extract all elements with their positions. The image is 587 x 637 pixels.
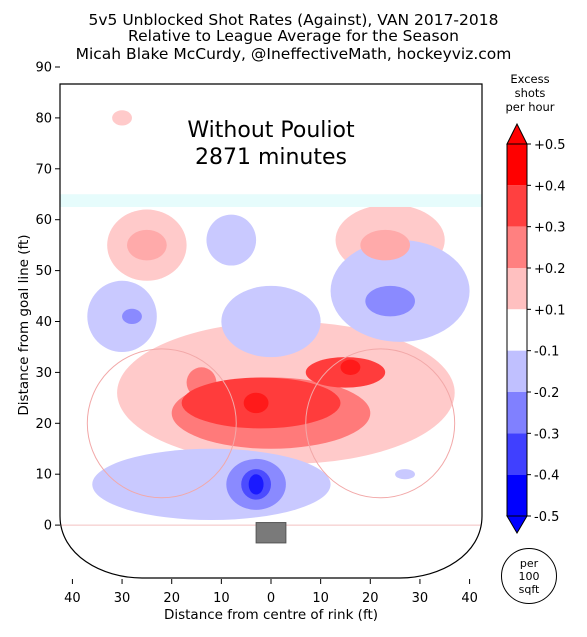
- colorbar-min-arrow: [506, 515, 528, 534]
- heatmap-region: [248, 474, 264, 495]
- y-tick-label: 80: [35, 111, 52, 126]
- x-tick-label: 10: [312, 591, 329, 606]
- colorbar-segment: [507, 226, 527, 268]
- units-badge-line-2: 100: [518, 569, 540, 583]
- rink-boundary: [59, 83, 483, 579]
- colorbar-tick-label: +0.2: [534, 262, 566, 277]
- colorbar-segment: [507, 268, 527, 310]
- colorbar-tick-label: -0.2: [534, 386, 559, 401]
- colorbar-segment: [507, 309, 527, 351]
- x-tick-label: 30: [114, 591, 131, 606]
- colorbar-tick-label: -0.4: [534, 469, 559, 484]
- x-tick-label: 20: [362, 591, 379, 606]
- colorbar-segment: [507, 185, 527, 227]
- title-line-2: Relative to League Average for the Seaso…: [128, 27, 459, 45]
- y-tick-label: 90: [35, 61, 52, 76]
- colorbar-segment: [507, 392, 527, 434]
- colorbar-tick-label: -0.1: [534, 345, 559, 360]
- heatmap-region: [221, 285, 321, 358]
- y-tick-label: 10: [35, 468, 52, 483]
- axes: 0 10 20 30 40 50 60 70 80 90 40 30 20 10 0 10 20 30 40: [35, 61, 477, 607]
- colorbar: +0.5 +0.4 +0.3 +0.2 +0.1 -0.1 -0.2 -0.3 -0.4 -0.5: [506, 122, 566, 534]
- colorbar-title-line-2: shots: [514, 86, 546, 100]
- red-line: [60, 70, 482, 75]
- units-badge-line-1: per: [519, 556, 539, 570]
- y-tick-label: 60: [35, 213, 52, 228]
- colorbar-segment: [507, 474, 527, 516]
- colorbar-outline: [506, 143, 528, 517]
- colorbar-segment: [507, 144, 527, 186]
- heatmap-region: [206, 214, 257, 266]
- heatmap-region: [340, 359, 361, 375]
- colorbar-max-arrow: [506, 122, 528, 145]
- heatmap-region: [122, 308, 142, 325]
- units-badge: per 100 sqft: [501, 548, 557, 604]
- colorbar-title-line-3: per hour: [505, 100, 555, 114]
- units-badge-line-3: sqft: [518, 582, 540, 596]
- heatmap-region: [92, 448, 331, 521]
- colorbar-tick-label: -0.3: [534, 427, 559, 442]
- y-tick-label: 20: [35, 417, 52, 432]
- y-tick-label: 30: [35, 366, 52, 381]
- colorbar-segment: [507, 350, 527, 392]
- y-tick-label: 40: [35, 315, 52, 330]
- faceoff-circle-right: [305, 348, 456, 499]
- colorbar-tick-label: +0.1: [534, 303, 566, 318]
- title-line-3: Micah Blake McCurdy, @IneffectiveMath, h…: [75, 45, 512, 63]
- colorbar-tick-label: -0.5: [534, 510, 559, 525]
- x-tick-label: 20: [163, 591, 180, 606]
- y-tick-label: 70: [35, 162, 52, 177]
- goal-net: [255, 522, 287, 544]
- heatmap-region: [127, 229, 167, 261]
- heatmap-region: [87, 280, 157, 353]
- x-tick-label: 40: [461, 591, 478, 606]
- colorbar-tick-label: +0.3: [534, 221, 566, 236]
- title-line-1: 5v5 Unblocked Shot Rates (Against), VAN …: [88, 11, 499, 29]
- heatmap-region: [365, 415, 386, 431]
- y-tick-label: 50: [35, 264, 52, 279]
- heatmap-region: [112, 110, 132, 126]
- colorbar-segment: [507, 433, 527, 475]
- y-axis-label: Distance from goal line (ft): [16, 234, 32, 416]
- annotation-line-1: Without Pouliot: [187, 118, 355, 143]
- x-tick-label: 40: [64, 591, 81, 606]
- annotation-line-2: 2871 minutes: [194, 145, 348, 170]
- heatmap-region: [395, 469, 415, 480]
- blue-line: [60, 194, 482, 207]
- x-tick-label: 0: [267, 591, 275, 606]
- heatmap-region: [360, 229, 411, 261]
- x-tick-label: 30: [412, 591, 429, 606]
- heatmap-region: [243, 392, 269, 414]
- colorbar-title-line-1: Excess: [510, 72, 550, 86]
- heatmap-plot-area: [60, 70, 482, 544]
- y-tick-label: 0: [44, 519, 52, 534]
- faceoff-circle-left: [86, 348, 237, 499]
- x-tick-label: 10: [213, 591, 230, 606]
- x-axis-label: Distance from centre of rink (ft): [163, 607, 379, 623]
- heatmap-region: [365, 285, 415, 317]
- colorbar-tick-label: +0.5: [534, 138, 566, 153]
- colorbar-tick-label: +0.4: [534, 179, 566, 194]
